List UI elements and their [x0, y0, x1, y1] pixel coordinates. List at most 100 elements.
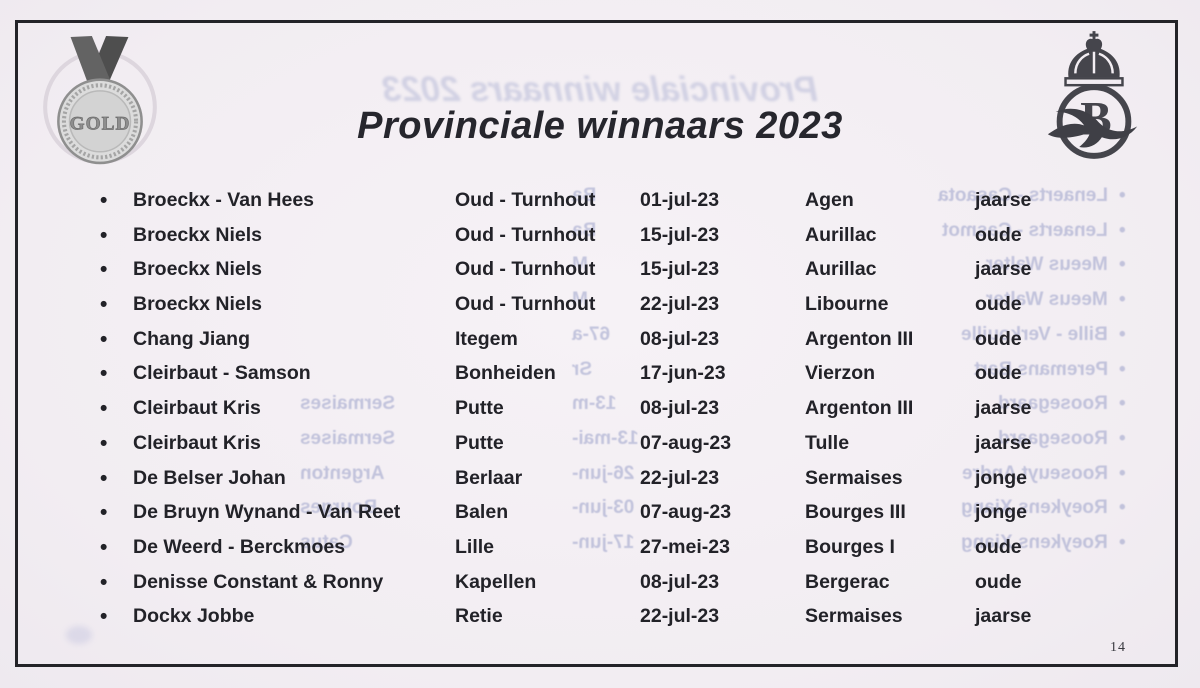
winner-name: Dockx Jobbe: [133, 605, 255, 628]
winner-date: 27-mei-23: [640, 536, 730, 559]
winner-location: Oud - Turnhout: [455, 188, 596, 211]
winner-race: Bourges I: [805, 536, 895, 559]
winner-location: Oud - Turnhout: [455, 258, 596, 281]
winner-location: Kapellen: [455, 570, 537, 593]
page-border: [15, 20, 1178, 667]
table-row: • De Weerd - Berckmoes Lille 27-mei-23 B…: [100, 530, 1170, 565]
winner-date: 01-jul-23: [640, 188, 720, 211]
winner-name: De Belser Johan: [133, 466, 286, 489]
winner-name: Cleirbaut Kris: [133, 431, 261, 454]
winner-location: Oud - Turnhout: [455, 223, 596, 246]
winner-name: De Bruyn Wynand - Van Reet: [133, 501, 401, 524]
bullet-icon: •: [100, 293, 108, 317]
winner-location: Balen: [455, 501, 509, 524]
table-row: • De Bruyn Wynand - Van Reet Balen 07-au…: [100, 495, 1170, 530]
bullet-icon: •: [100, 570, 108, 594]
bullet-icon: •: [100, 466, 108, 490]
winner-category: jonge: [975, 466, 1027, 489]
winner-name: Broeckx Niels: [133, 223, 262, 246]
table-row: • Broeckx Niels Oud - Turnhout 15-jul-23…: [100, 218, 1170, 253]
winner-category: oude: [975, 223, 1022, 246]
table-row: • De Belser Johan Berlaar 22-jul-23 Serm…: [100, 461, 1170, 496]
pigeon-federation-logo: B: [1040, 28, 1148, 162]
bullet-icon: •: [100, 362, 108, 386]
winner-race: Libourne: [805, 293, 889, 316]
table-row: • Chang Jiang Itegem 08-jul-23 Argenton …: [100, 322, 1170, 357]
winner-race: Agen: [805, 188, 854, 211]
winner-name: Broeckx Niels: [133, 258, 262, 281]
winner-location: Oud - Turnhout: [455, 293, 596, 316]
scan-smudge: [66, 626, 92, 644]
winner-date: 22-jul-23: [640, 605, 720, 628]
page-title: Provinciale winnaars 2023: [357, 105, 843, 148]
winner-race: Vierzon: [805, 362, 876, 385]
winner-race: Bourges III: [805, 501, 906, 524]
winner-race: Sermaises: [805, 605, 903, 628]
winner-category: jaarse: [975, 431, 1032, 454]
winner-category: oude: [975, 362, 1022, 385]
table-row: • Cleirbaut - Samson Bonheiden 17-jun-23…: [100, 357, 1170, 392]
winner-race: Argenton III: [805, 397, 914, 420]
bullet-icon: •: [100, 327, 108, 351]
page-number: 14: [1110, 640, 1126, 655]
winner-location: Itegem: [455, 327, 518, 350]
table-row: • Broeckx Niels Oud - Turnhout 15-jul-23…: [100, 252, 1170, 287]
winner-date: 08-jul-23: [640, 570, 720, 593]
winner-date: 15-jul-23: [640, 258, 720, 281]
winner-location: Lille: [455, 536, 495, 559]
bullet-icon: •: [100, 258, 108, 282]
bullet-icon: •: [100, 605, 108, 629]
winner-category: oude: [975, 327, 1022, 350]
winner-date: 08-jul-23: [640, 327, 720, 350]
winners-list: • Broeckx - Van Hees Oud - Turnhout 01-j…: [100, 183, 1170, 634]
winner-name: Cleirbaut Kris: [133, 397, 261, 420]
winner-location: Putte: [455, 397, 504, 420]
winner-name: Chang Jiang: [133, 327, 251, 350]
table-row: • Cleirbaut Kris Putte 08-jul-23 Argento…: [100, 391, 1170, 426]
winner-race: Bergerac: [805, 570, 890, 593]
bullet-icon: •: [100, 536, 108, 560]
winner-category: jonge: [975, 501, 1027, 524]
winner-date: 07-aug-23: [640, 501, 732, 524]
winner-date: 22-jul-23: [640, 293, 720, 316]
winner-category: jaarse: [975, 258, 1032, 281]
winner-category: jaarse: [975, 397, 1032, 420]
pigeon-bird-icon: [1047, 108, 1138, 148]
winner-date: 22-jul-23: [640, 466, 720, 489]
pigeon-federation-logo-svg: B: [1047, 31, 1138, 159]
bullet-icon: •: [100, 188, 108, 212]
winner-category: oude: [975, 293, 1022, 316]
winner-date: 08-jul-23: [640, 397, 720, 420]
table-row: • Broeckx Niels Oud - Turnhout 22-jul-23…: [100, 287, 1170, 322]
table-row: • Cleirbaut Kris Putte 07-aug-23 Tulle j…: [100, 426, 1170, 461]
winner-race: Tulle: [805, 431, 850, 454]
winner-category: oude: [975, 570, 1022, 593]
winner-location: Berlaar: [455, 466, 523, 489]
winner-date: 17-jun-23: [640, 362, 726, 385]
table-row: • Dockx Jobbe Retie 22-jul-23 Sermaises …: [100, 600, 1170, 635]
bullet-icon: •: [100, 397, 108, 421]
medal-label: GOLD: [70, 113, 131, 134]
winner-race: Argenton III: [805, 327, 914, 350]
winner-name: Broeckx Niels: [133, 293, 262, 316]
table-row: • Broeckx - Van Hees Oud - Turnhout 01-j…: [100, 183, 1170, 218]
winner-race: Sermaises: [805, 466, 903, 489]
winner-name: De Weerd - Berckmoes: [133, 536, 346, 559]
winner-location: Bonheiden: [455, 362, 556, 385]
table-row: • Denisse Constant & Ronny Kapellen 08-j…: [100, 565, 1170, 600]
winner-date: 07-aug-23: [640, 431, 732, 454]
winner-race: Aurillac: [805, 223, 877, 246]
bullet-icon: •: [100, 431, 108, 455]
winner-name: Broeckx - Van Hees: [133, 188, 315, 211]
winner-location: Putte: [455, 431, 504, 454]
winner-category: jaarse: [975, 605, 1032, 628]
winner-race: Aurillac: [805, 258, 877, 281]
winner-date: 15-jul-23: [640, 223, 720, 246]
winner-category: jaarse: [975, 188, 1032, 211]
winner-location: Retie: [455, 605, 503, 628]
gold-medal-svg: GOLD: [43, 36, 157, 165]
bullet-icon: •: [100, 501, 108, 525]
winner-category: oude: [975, 536, 1022, 559]
winner-name: Cleirbaut - Samson: [133, 362, 311, 385]
